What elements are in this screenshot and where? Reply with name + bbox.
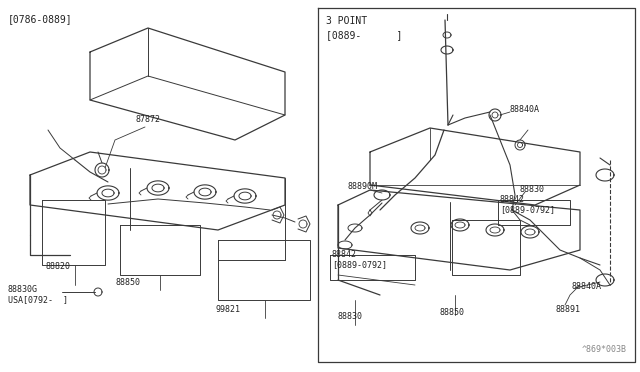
Text: 88850: 88850	[440, 308, 465, 317]
Text: [0889-0792]: [0889-0792]	[500, 205, 555, 214]
Text: [0889-      ]: [0889- ]	[326, 30, 403, 40]
Text: USA[0792-  ]: USA[0792- ]	[8, 295, 68, 304]
Text: [0889-0792]: [0889-0792]	[332, 260, 387, 269]
Text: 88820: 88820	[45, 262, 70, 271]
Text: 88842: 88842	[332, 250, 357, 259]
Text: 88842: 88842	[500, 195, 525, 204]
Text: 99821: 99821	[215, 305, 240, 314]
Text: 3 POINT: 3 POINT	[326, 16, 367, 26]
Text: 88840A: 88840A	[572, 282, 602, 291]
Text: 88830: 88830	[520, 185, 545, 194]
Text: 88890M: 88890M	[348, 182, 378, 191]
Text: 88850: 88850	[115, 278, 140, 287]
Text: 88830: 88830	[338, 312, 363, 321]
Text: [0786-0889]: [0786-0889]	[8, 14, 72, 24]
Text: 88840A: 88840A	[510, 105, 540, 114]
Text: 88891: 88891	[555, 305, 580, 314]
Text: ^869*003B: ^869*003B	[582, 345, 627, 354]
Text: 88830G: 88830G	[8, 285, 38, 294]
Text: 87872: 87872	[135, 115, 160, 124]
